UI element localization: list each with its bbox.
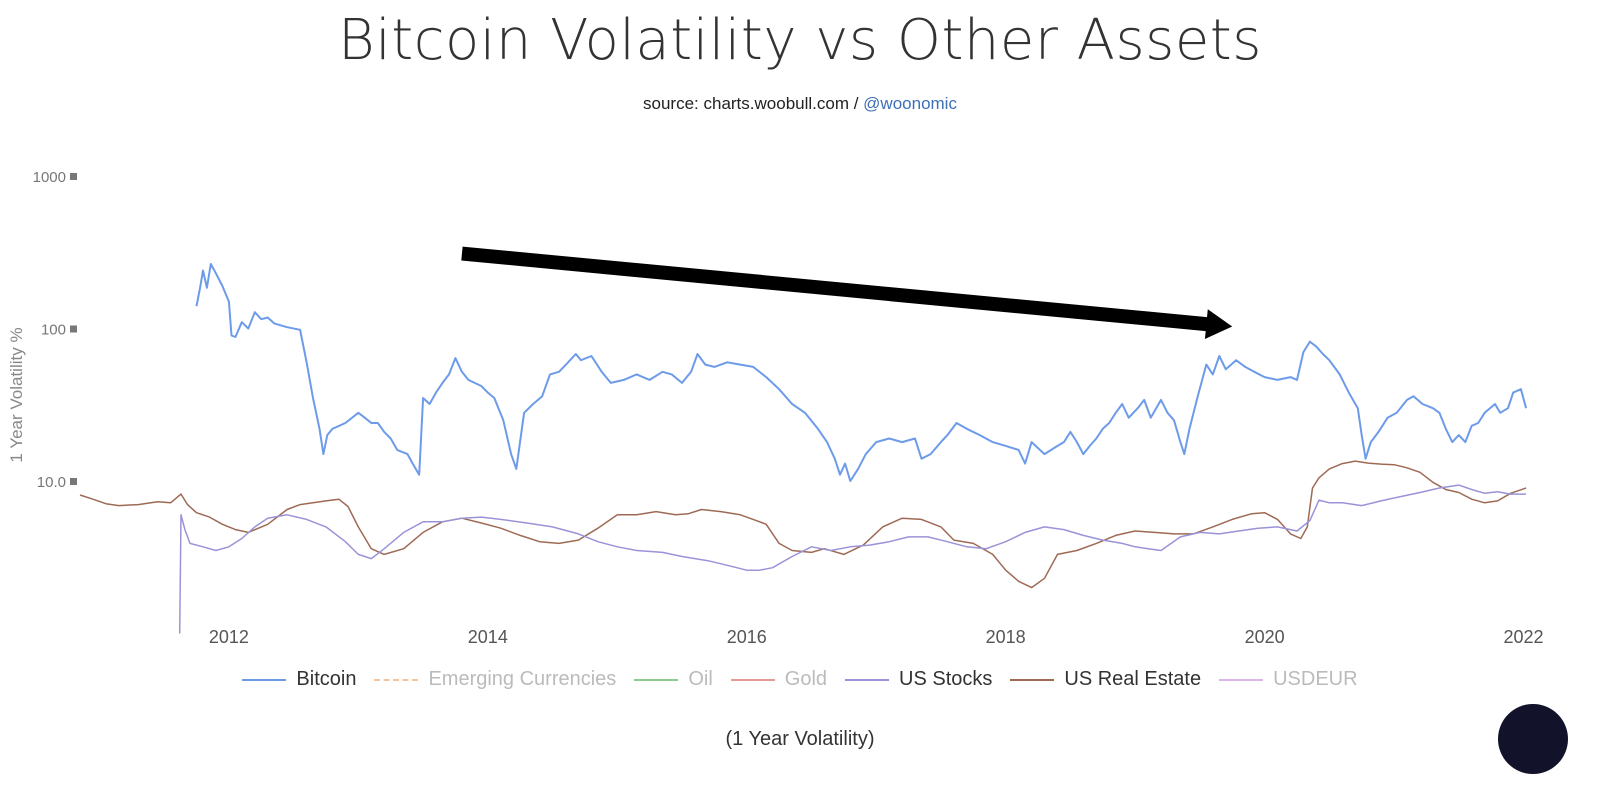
subtitle-source: source: charts.woobull.com / bbox=[643, 94, 864, 113]
x-axis: 2012 2014 2016 2018 2020 2022 bbox=[209, 627, 1544, 647]
chart-caption: (1 Year Volatility) bbox=[725, 728, 875, 750]
legend-swatch bbox=[1010, 678, 1055, 681]
legend-label: US Stocks bbox=[899, 668, 993, 690]
legend-item-usdeur[interactable]: USDEUR bbox=[1219, 668, 1358, 691]
y-tick-label: 10.0 bbox=[37, 474, 66, 491]
y-tick-mark bbox=[70, 478, 77, 485]
chart-legend: Bitcoin Emerging Currencies Oil Gold US Stoc… bbox=[0, 668, 1600, 691]
y-tick-mark bbox=[70, 173, 77, 180]
chart-title: Bitcoin Volatility vs Other Assets bbox=[338, 8, 1262, 73]
legend-swatch bbox=[242, 678, 287, 681]
series-line-us-real-estate bbox=[79, 460, 1527, 589]
y-axis-label: 1 Year Volatility % bbox=[7, 327, 26, 462]
legend-item-emerging-currencies[interactable]: Emerging Currencies bbox=[374, 668, 616, 691]
legend-label: Gold bbox=[784, 668, 828, 690]
series-layer bbox=[79, 263, 1528, 634]
legend-item-gold[interactable]: Gold bbox=[730, 668, 828, 691]
legend-label: Oil bbox=[688, 668, 713, 690]
y-tick-label: 100 bbox=[41, 322, 66, 339]
chat-button[interactable] bbox=[1498, 704, 1568, 774]
legend-swatch bbox=[730, 678, 775, 681]
x-tick-label: 2022 bbox=[1504, 627, 1544, 647]
x-tick-label: 2018 bbox=[986, 627, 1026, 647]
series-line-bitcoin bbox=[195, 263, 1528, 482]
chart-subtitle: source: charts.woobull.com / @woonomic bbox=[0, 94, 1600, 114]
x-tick-label: 2020 bbox=[1245, 627, 1285, 647]
legend-label: USDEUR bbox=[1273, 668, 1358, 690]
series-line-us-stocks bbox=[178, 484, 1527, 634]
legend-swatch bbox=[634, 678, 679, 681]
legend-swatch bbox=[1219, 678, 1264, 681]
legend-label: Emerging Currencies bbox=[428, 668, 617, 690]
legend-label: US Real Estate bbox=[1064, 668, 1202, 690]
legend-item-us-stocks[interactable]: US Stocks bbox=[845, 668, 992, 691]
legend-label: Bitcoin bbox=[296, 668, 357, 690]
downtrend-arrow bbox=[461, 246, 1233, 339]
x-tick-label: 2014 bbox=[468, 627, 508, 647]
y-tick-mark bbox=[70, 325, 77, 333]
legend-item-oil[interactable]: Oil bbox=[634, 668, 713, 691]
y-tick-label: 1000 bbox=[33, 169, 66, 186]
subtitle-link[interactable]: @woonomic bbox=[863, 94, 957, 113]
x-tick-label: 2012 bbox=[209, 627, 249, 647]
legend-swatch bbox=[374, 678, 419, 681]
annotation-layer bbox=[461, 246, 1233, 339]
y-axis: 1000 100 10.0 bbox=[33, 169, 77, 491]
legend-item-bitcoin[interactable]: Bitcoin bbox=[242, 668, 356, 691]
x-tick-label: 2016 bbox=[727, 627, 767, 647]
legend-swatch bbox=[845, 678, 890, 681]
legend-item-us-real-estate[interactable]: US Real Estate bbox=[1010, 668, 1201, 691]
